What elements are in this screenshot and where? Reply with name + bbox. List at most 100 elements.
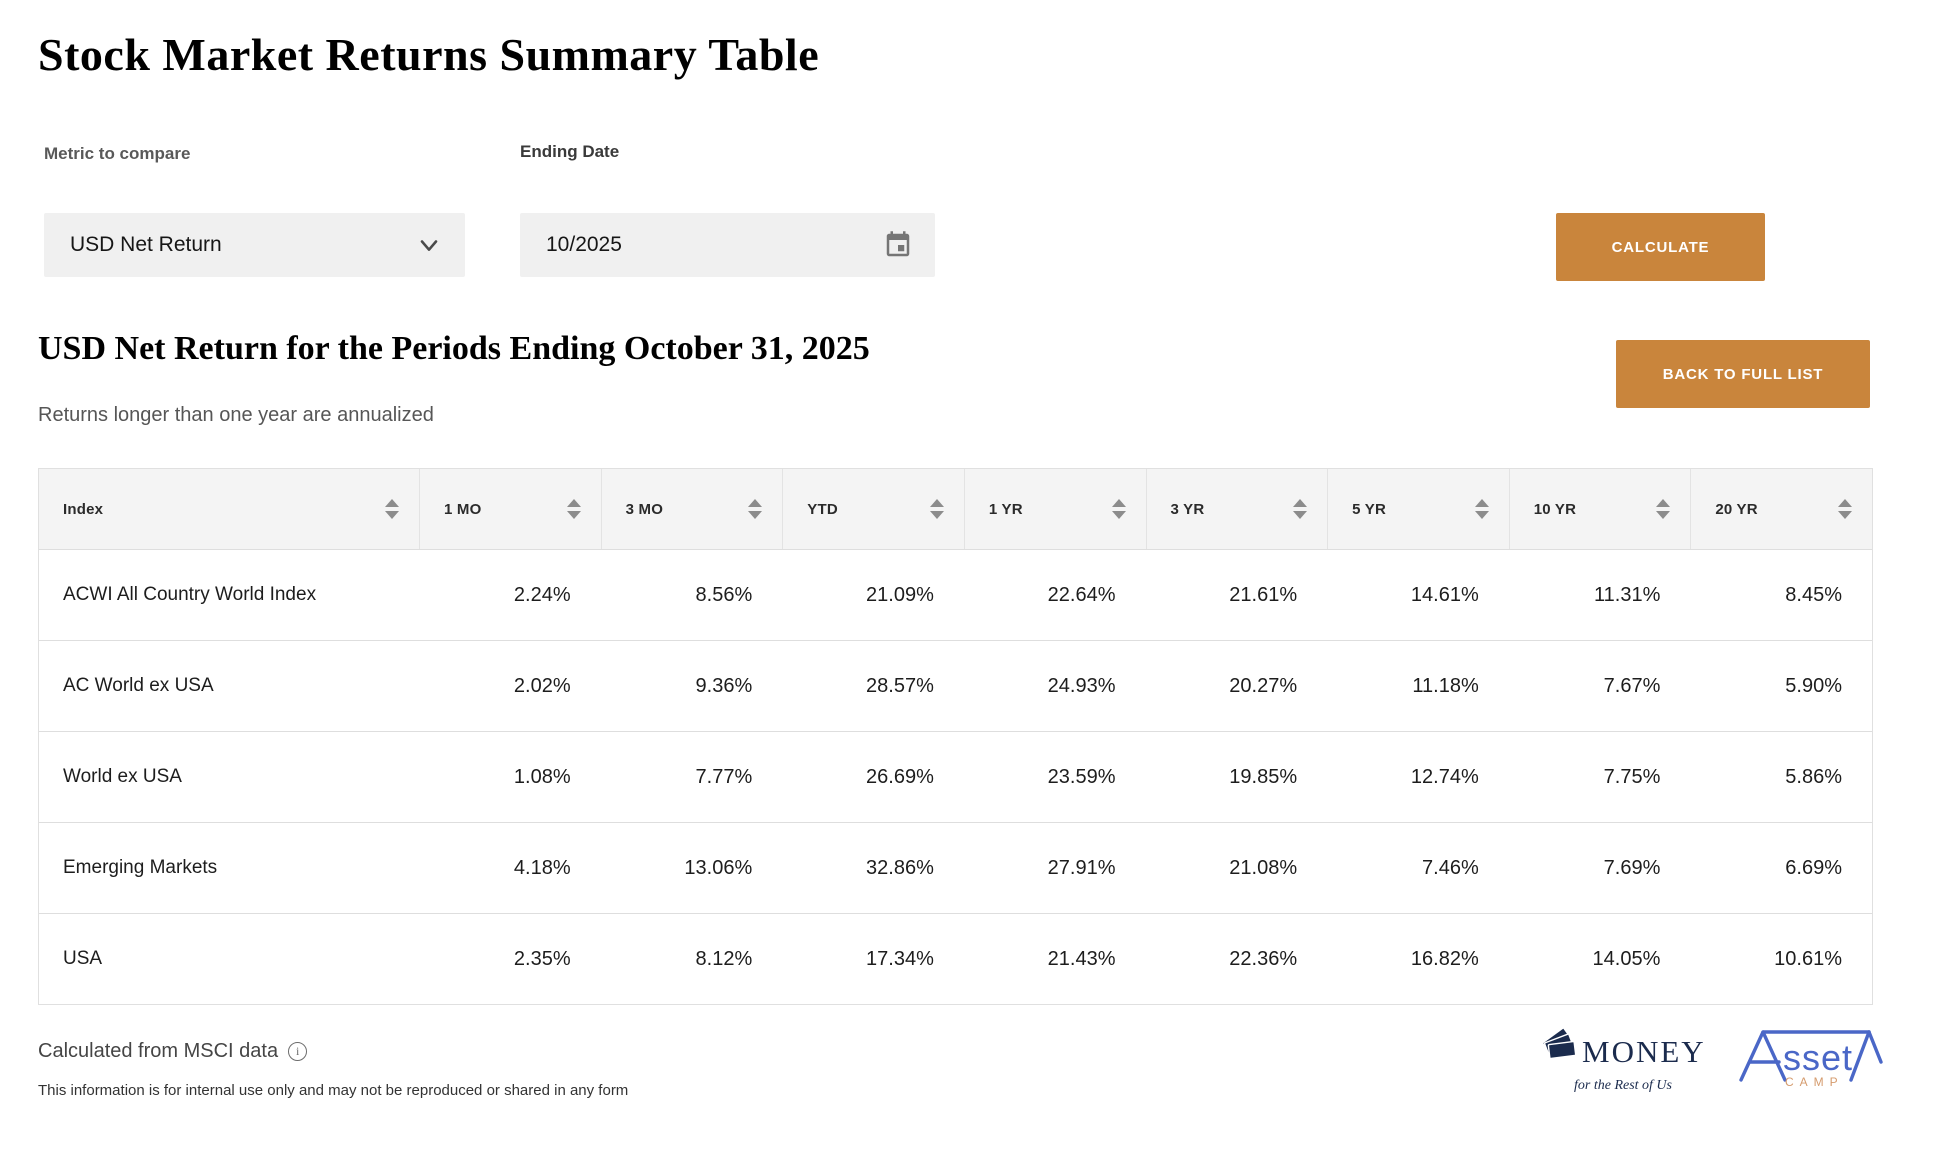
return-value-cell: 23.59% — [1047, 765, 1116, 788]
return-value-cell: 26.69% — [866, 765, 934, 788]
return-value-cell: 32.86% — [866, 856, 934, 879]
return-value-cell: 10.61% — [1774, 947, 1842, 970]
ending-date-value: 10/2025 — [546, 233, 622, 256]
page-title: Stock Market Returns Summary Table — [38, 29, 820, 80]
column-header-10-yr[interactable]: 10 YR — [1508, 469, 1691, 549]
table-row: Emerging Markets 4.18% 13.06% 32.86% 27.91% 2… — [39, 822, 1872, 913]
return-value-cell: 7.46% — [1422, 856, 1479, 879]
return-value-cell: 11.18% — [1412, 674, 1479, 697]
return-value-cell: 9.36% — [695, 674, 753, 697]
return-value-cell: 22.64% — [1047, 583, 1116, 606]
calendar-icon[interactable] — [883, 230, 913, 260]
column-header-label: Index — [63, 500, 104, 518]
return-value-cell: 6.69% — [1785, 856, 1842, 879]
sort-icon[interactable] — [1656, 499, 1671, 519]
return-value-cell: 12.74% — [1410, 765, 1479, 788]
assetcamp-camp-text: CAMP — [1785, 1075, 1844, 1089]
return-value-cell: 22.36% — [1229, 947, 1298, 970]
return-value-cell: 8.45% — [1785, 583, 1842, 606]
return-value-cell: 13.06% — [684, 856, 753, 879]
sort-icon[interactable] — [1111, 499, 1126, 519]
column-header-index[interactable]: Index — [39, 469, 419, 549]
sort-icon[interactable] — [1474, 499, 1489, 519]
calculate-button[interactable]: CALCULATE — [1556, 213, 1765, 281]
column-header-1-yr[interactable]: 1 YR — [963, 469, 1146, 549]
table-row: AC World ex USA 2.02% 9.36% 28.57% 24.93% 20.… — [39, 640, 1872, 731]
metric-select[interactable]: USD Net Return — [44, 213, 465, 277]
sort-icon[interactable] — [1838, 499, 1852, 519]
money-for-the-rest-of-us-logo: MONEY for the Rest of Us — [1540, 1026, 1720, 1094]
return-value-cell: 14.61% — [1410, 583, 1479, 606]
column-header-3-yr[interactable]: 3 YR — [1145, 469, 1328, 549]
info-icon[interactable]: i — [288, 1042, 308, 1061]
returns-table: Index 1 MO 3 MO YTD 1 YR 3 YR 5 YR 10 YR 20 YR A… — [38, 468, 1873, 1005]
index-name-cell: Emerging Markets — [63, 857, 218, 878]
column-header-label: 10 YR — [1533, 500, 1577, 518]
section-title: USD Net Return for the Periods Ending Oc… — [38, 330, 870, 367]
return-value-cell: 21.43% — [1047, 947, 1116, 970]
column-header-ytd[interactable]: YTD — [782, 469, 964, 549]
money-logo-tagline: for the Rest of Us — [1574, 1078, 1672, 1093]
return-value-cell: 2.24% — [513, 583, 571, 606]
return-value-cell: 7.67% — [1603, 674, 1661, 697]
table-header-row: Index 1 MO 3 MO YTD 1 YR 3 YR 5 YR 10 YR 20 YR — [39, 469, 1872, 549]
return-value-cell: 20.27% — [1229, 674, 1298, 697]
return-value-cell: 16.82% — [1410, 947, 1479, 970]
column-header-1-mo[interactable]: 1 MO — [419, 469, 601, 549]
ending-date-label: Ending Date — [520, 142, 620, 161]
column-header-3-mo[interactable]: 3 MO — [600, 469, 783, 549]
table-body: ACWI All Country World Index 2.24% 8.56% 21… — [39, 549, 1872, 1004]
return-value-cell: 1.08% — [513, 765, 571, 788]
column-header-20-yr[interactable]: 20 YR — [1690, 469, 1872, 549]
sort-icon[interactable] — [566, 499, 581, 519]
return-value-cell: 14.05% — [1592, 947, 1661, 970]
index-name-cell: ACWI All Country World Index — [63, 584, 317, 605]
return-value-cell: 5.86% — [1785, 765, 1842, 788]
return-value-cell: 2.35% — [513, 947, 571, 970]
column-header-label: YTD — [807, 500, 838, 518]
sort-icon[interactable] — [1293, 499, 1308, 519]
index-name-cell: USA — [63, 948, 103, 969]
return-value-cell: 19.85% — [1229, 765, 1298, 788]
return-value-cell: 7.75% — [1603, 765, 1661, 788]
column-header-label: 1 MO — [444, 500, 482, 518]
return-value-cell: 28.57% — [866, 674, 934, 697]
return-value-cell: 24.93% — [1047, 674, 1116, 697]
money-logo-wordmark: MONEY — [1582, 1034, 1706, 1069]
return-value-cell: 21.08% — [1229, 856, 1298, 879]
return-value-cell: 7.77% — [695, 765, 753, 788]
return-value-cell: 8.56% — [695, 583, 753, 606]
column-header-label: 5 YR — [1352, 500, 1387, 518]
return-value-cell: 17.34% — [866, 947, 934, 970]
column-header-5-yr[interactable]: 5 YR — [1327, 469, 1509, 549]
sort-icon[interactable] — [385, 499, 399, 519]
column-header-label: 3 MO — [625, 500, 664, 518]
table-row: USA 2.35% 8.12% 17.34% 21.43% 22.36% 16.82% 14.… — [39, 913, 1872, 1004]
return-value-cell: 21.09% — [866, 583, 934, 606]
column-header-label: 20 YR — [1715, 500, 1758, 518]
disclaimer-text: This information is for internal use onl… — [38, 1082, 629, 1099]
return-value-cell: 7.69% — [1603, 856, 1661, 879]
sort-icon[interactable] — [748, 499, 763, 519]
metric-to-compare-label: Metric to compare — [44, 144, 191, 163]
index-name-cell: AC World ex USA — [63, 675, 214, 696]
chevron-down-icon — [415, 231, 443, 259]
data-source-text: Calculated from MSCI data — [38, 1040, 279, 1062]
sort-icon[interactable] — [929, 499, 944, 519]
return-value-cell: 11.31% — [1594, 583, 1661, 606]
return-value-cell: 8.12% — [695, 947, 753, 970]
table-row: ACWI All Country World Index 2.24% 8.56% 21… — [39, 549, 1872, 640]
ending-date-input[interactable]: 10/2025 — [520, 213, 935, 277]
back-to-full-list-button[interactable]: BACK TO FULL LIST — [1616, 340, 1870, 408]
index-name-cell: World ex USA — [63, 766, 182, 787]
return-value-cell: 2.02% — [513, 674, 571, 697]
table-row: World ex USA 1.08% 7.77% 26.69% 23.59% 19.85%… — [39, 731, 1872, 822]
money-bills-icon — [1540, 1026, 1582, 1075]
column-header-label: 1 YR — [988, 500, 1023, 518]
section-subtitle: Returns longer than one year are annuali… — [38, 404, 434, 426]
column-header-label: 3 YR — [1170, 500, 1205, 518]
return-value-cell: 5.90% — [1785, 674, 1842, 697]
metric-select-value: USD Net Return — [70, 233, 222, 256]
assetcamp-asset-text: sset — [1783, 1037, 1853, 1078]
